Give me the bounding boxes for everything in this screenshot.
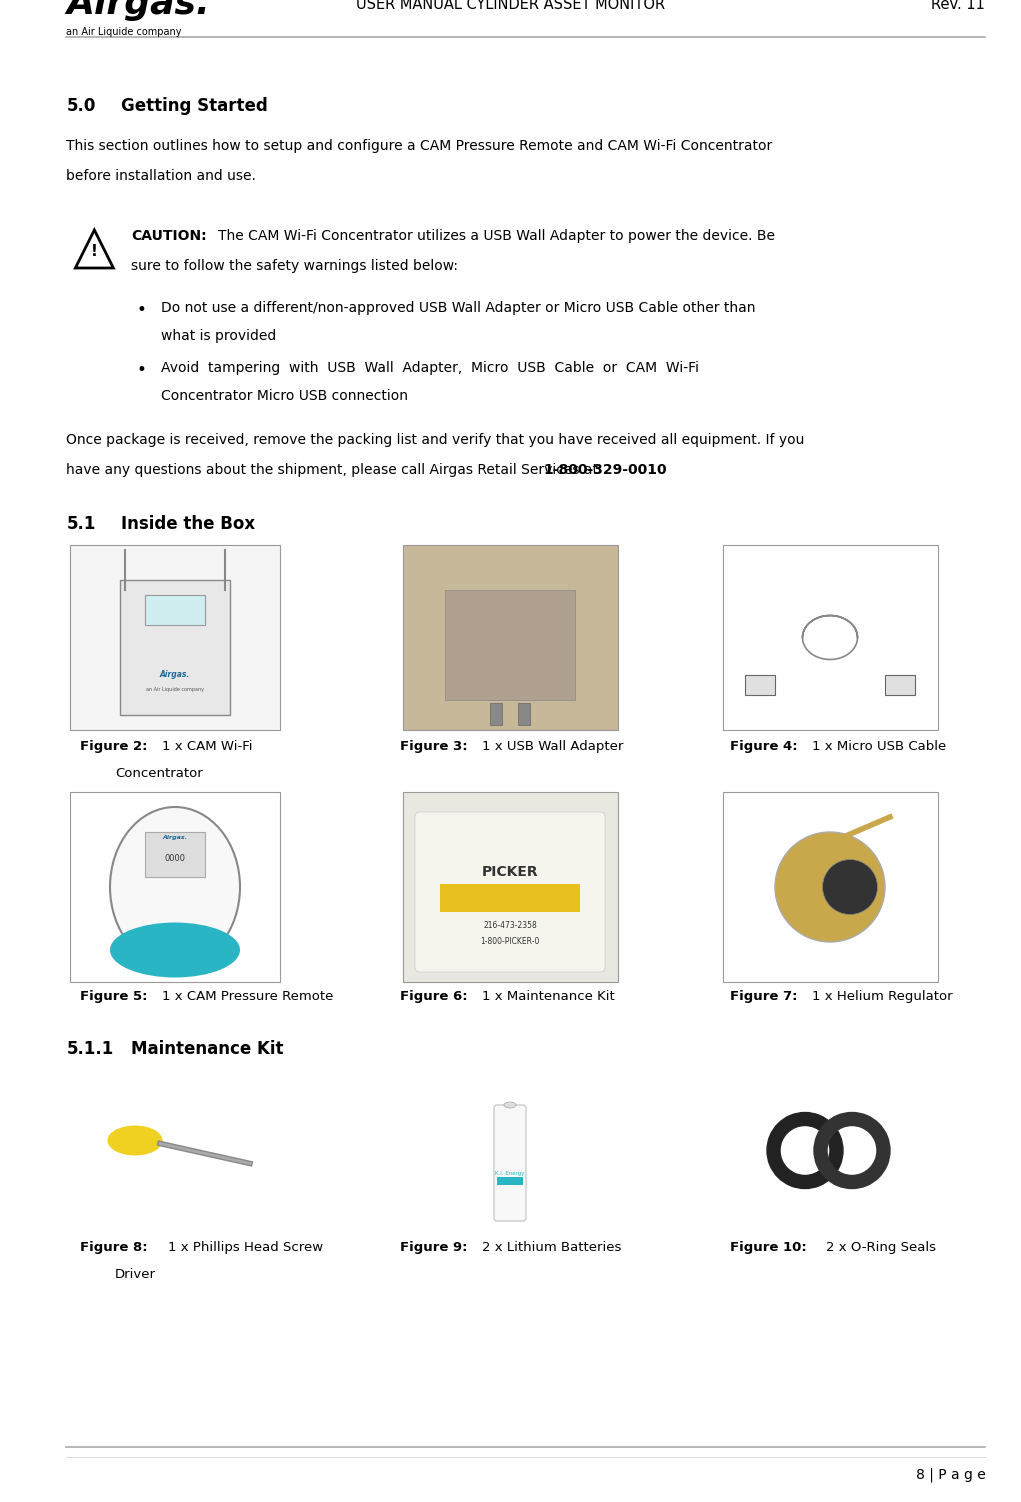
Text: Rev. 11: Rev. 11: [931, 0, 985, 12]
Text: Do not use a different/non-approved USB Wall Adapter or Micro USB Cable other th: Do not use a different/non-approved USB …: [161, 300, 756, 315]
Text: 1 x CAM Wi-Fi: 1 x CAM Wi-Fi: [162, 740, 252, 753]
Text: before installation and use.: before installation and use.: [66, 170, 256, 183]
Text: have any questions about the shipment, please call Airgas Retail Services at: have any questions about the shipment, p…: [66, 463, 602, 478]
Text: Figure 9:: Figure 9:: [400, 1241, 468, 1254]
FancyBboxPatch shape: [70, 545, 280, 730]
Text: 1-800-PICKER-0: 1-800-PICKER-0: [480, 937, 540, 946]
Text: !: !: [91, 245, 98, 260]
Text: Airgas.: Airgas.: [66, 0, 210, 21]
Text: Driver: Driver: [115, 1268, 156, 1281]
Text: 2 x O-Ring Seals: 2 x O-Ring Seals: [826, 1241, 936, 1254]
Text: This section outlines how to setup and configure a CAM Pressure Remote and CAM W: This section outlines how to setup and c…: [66, 140, 773, 153]
Text: Concentrator: Concentrator: [115, 768, 203, 780]
Text: 1 x Phillips Head Screw: 1 x Phillips Head Screw: [168, 1241, 323, 1254]
FancyBboxPatch shape: [725, 1078, 935, 1233]
Text: Figure 6:: Figure 6:: [400, 990, 468, 1003]
Text: USER MANUAL CYLINDER ASSET MONITOR: USER MANUAL CYLINDER ASSET MONITOR: [356, 0, 665, 12]
Bar: [145, 595, 205, 625]
Text: 216-473-2358: 216-473-2358: [483, 922, 537, 931]
FancyBboxPatch shape: [723, 545, 937, 730]
Bar: [120, 580, 230, 715]
Text: an Air Liquide company: an Air Liquide company: [146, 688, 204, 692]
Bar: [885, 674, 915, 695]
FancyBboxPatch shape: [415, 813, 605, 972]
Text: Inside the Box: Inside the Box: [121, 515, 255, 533]
Text: •: •: [137, 300, 146, 318]
Text: Maintenance Kit: Maintenance Kit: [132, 1039, 284, 1057]
Text: Airgas.: Airgas.: [162, 835, 188, 840]
Text: 1-800-329-0010: 1-800-329-0010: [544, 463, 668, 478]
Bar: [497, 1178, 523, 1185]
Text: 1 x Micro USB Cable: 1 x Micro USB Cable: [812, 740, 946, 753]
Bar: [490, 703, 502, 725]
Text: Avoid  tampering  with  USB  Wall  Adapter,  Micro  USB  Cable  or  CAM  Wi-Fi: Avoid tampering with USB Wall Adapter, M…: [161, 360, 699, 376]
FancyBboxPatch shape: [70, 792, 280, 982]
Text: Figure 10:: Figure 10:: [730, 1241, 807, 1254]
Text: 8 | P a g e: 8 | P a g e: [916, 1467, 985, 1481]
Text: Figure 8:: Figure 8:: [80, 1241, 148, 1254]
FancyBboxPatch shape: [494, 1105, 526, 1221]
Text: 1 x USB Wall Adapter: 1 x USB Wall Adapter: [482, 740, 624, 753]
FancyBboxPatch shape: [402, 792, 618, 982]
Text: Figure 2:: Figure 2:: [80, 740, 147, 753]
FancyBboxPatch shape: [402, 545, 618, 730]
Text: CAUTION:: CAUTION:: [132, 228, 207, 243]
Text: 5.0: 5.0: [66, 98, 96, 116]
Text: Figure 7:: Figure 7:: [730, 990, 797, 1003]
FancyBboxPatch shape: [405, 1078, 615, 1233]
Bar: [445, 590, 575, 700]
Text: an Air Liquide company: an Air Liquide company: [66, 27, 182, 38]
Text: PICKER: PICKER: [482, 865, 538, 879]
Text: 5.1: 5.1: [66, 515, 96, 533]
Ellipse shape: [110, 807, 240, 967]
Text: .: .: [639, 463, 643, 478]
FancyBboxPatch shape: [723, 792, 937, 982]
Text: Figure 5:: Figure 5:: [80, 990, 147, 1003]
Text: The CAM Wi-Fi Concentrator utilizes a USB Wall Adapter to power the device. Be: The CAM Wi-Fi Concentrator utilizes a US…: [218, 228, 775, 243]
Text: •: •: [137, 360, 146, 379]
Text: Getting Started: Getting Started: [121, 98, 269, 116]
FancyBboxPatch shape: [70, 1078, 280, 1233]
Bar: [745, 674, 775, 695]
Text: Airgas.: Airgas.: [160, 670, 190, 679]
Ellipse shape: [823, 859, 877, 915]
Text: what is provided: what is provided: [161, 329, 277, 342]
Text: 5.1.1: 5.1.1: [66, 1039, 113, 1057]
Text: 1 x Maintenance Kit: 1 x Maintenance Kit: [482, 990, 615, 1003]
Ellipse shape: [107, 1125, 162, 1155]
Bar: [440, 885, 580, 912]
Text: K.I. Energy: K.I. Energy: [495, 1170, 525, 1176]
Text: Figure 4:: Figure 4:: [730, 740, 797, 753]
Text: 0000: 0000: [164, 855, 186, 864]
Ellipse shape: [504, 1102, 516, 1108]
Ellipse shape: [775, 832, 885, 942]
Text: 2 x Lithium Batteries: 2 x Lithium Batteries: [482, 1241, 622, 1254]
Text: 1 x Helium Regulator: 1 x Helium Regulator: [812, 990, 953, 1003]
Text: 1 x CAM Pressure Remote: 1 x CAM Pressure Remote: [162, 990, 334, 1003]
Bar: [145, 832, 205, 877]
Bar: [518, 703, 530, 725]
Text: Concentrator Micro USB connection: Concentrator Micro USB connection: [161, 389, 408, 403]
Text: Figure 3:: Figure 3:: [400, 740, 468, 753]
Text: sure to follow the safety warnings listed below:: sure to follow the safety warnings liste…: [132, 258, 458, 273]
Text: Once package is received, remove the packing list and verify that you have recei: Once package is received, remove the pac…: [66, 433, 805, 448]
Ellipse shape: [110, 922, 240, 978]
